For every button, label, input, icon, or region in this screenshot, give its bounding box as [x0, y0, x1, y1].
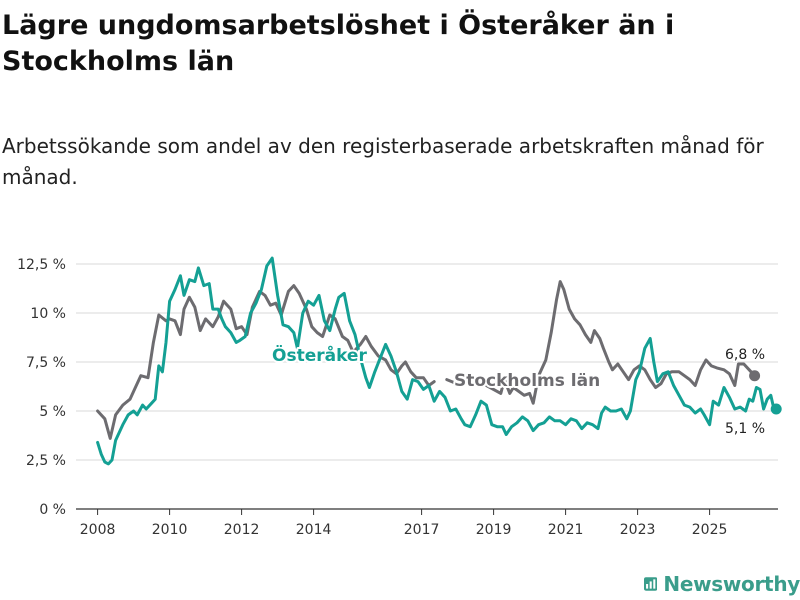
bar-chart-logo-icon: [644, 577, 658, 591]
end-label-stockholm: 6,8 %: [725, 347, 765, 363]
series-end-point-osteraker: [770, 403, 782, 415]
chart-title: Lägre ungdomsarbetslöshet i Österåker än…: [2, 10, 675, 77]
y-axis-tick-labels: 0 % 2,5 % 5 % 7,5 % 10 % 12,5 %: [17, 257, 66, 518]
chart-subtitle: Arbetssökande som andel av den registerb…: [2, 134, 764, 189]
series-lines: [96, 256, 782, 466]
series-label-stockholm: Stockholms län: [454, 371, 600, 391]
x-tick-label: 2012: [224, 522, 260, 538]
series-label-osteraker: Österåker: [272, 344, 367, 366]
series-end-point-stockholm: [749, 370, 761, 382]
brand-name: Newsworthy: [663, 572, 800, 596]
y-tick-label: 0 %: [39, 502, 66, 518]
x-tick-label: 2023: [620, 522, 656, 538]
series-line-stockholm: [484, 280, 757, 405]
series-labels: Österåker Stockholms län 6,8 % 5,1 %: [270, 342, 767, 439]
series-line-stockholm: [445, 378, 463, 387]
x-tick-label: 2010: [152, 522, 188, 538]
y-tick-label: 12,5 %: [17, 257, 66, 273]
y-tick-label: 2,5 %: [26, 453, 66, 469]
y-tick-label: 10 %: [30, 306, 66, 322]
x-tick-label: 2008: [80, 522, 116, 538]
x-tick-label: 2019: [476, 522, 512, 538]
x-tick-label: 2021: [548, 522, 584, 538]
end-label-osteraker: 5,1 %: [725, 421, 765, 437]
x-axis: 2008 2010 2012 2014 2017 2019 2021 2023 2025: [76, 508, 778, 538]
x-tick-label: 2025: [692, 522, 728, 538]
x-tick-label: 2014: [296, 522, 332, 538]
x-tick-label: 2017: [404, 522, 440, 538]
newsworthy-brand: Newsworthy: [644, 568, 800, 600]
grid-lines: [76, 263, 778, 461]
series-line-osteraker: [96, 256, 778, 466]
y-tick-label: 7,5 %: [26, 355, 66, 371]
y-tick-label: 5 %: [39, 404, 66, 420]
